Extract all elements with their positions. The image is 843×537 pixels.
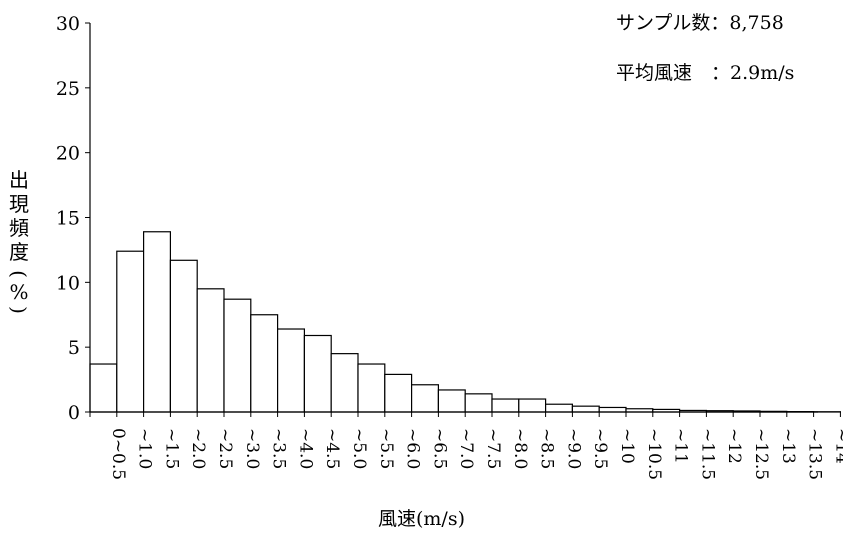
- y-tick-label: 5: [68, 337, 80, 359]
- bar-~5.0: [330, 353, 359, 413]
- bar-~1.0: [116, 250, 145, 413]
- x-tick-label: ~10: [617, 428, 637, 464]
- x-tick-label: ~2.0: [188, 428, 208, 469]
- y-tick-label: 10: [56, 272, 80, 294]
- bar-~7.0: [437, 389, 466, 413]
- y-axis-label-char: 出: [9, 168, 29, 192]
- y-axis-label-char: ): [7, 306, 31, 314]
- mean-wind-speed-label: 平均風速 ：2.9m/s: [616, 62, 795, 84]
- x-tick-label: ~14: [831, 428, 843, 464]
- bar-~6.5: [411, 384, 440, 413]
- x-tick-label: ~7.5: [483, 428, 503, 469]
- x-tick-label: ~4.5: [322, 428, 342, 469]
- x-tick-label: 0~0.5: [108, 428, 128, 480]
- bar-~4.0: [277, 328, 306, 413]
- bar-~7.5: [464, 393, 493, 413]
- y-tick-label: 0: [68, 402, 80, 424]
- sample-count-label: サンプル数：8,758: [616, 12, 784, 34]
- y-tick-label: 15: [56, 208, 80, 230]
- x-tick-label: ~5.0: [349, 428, 369, 469]
- bar-~1.5: [143, 231, 172, 413]
- x-tick-label: ~9.0: [563, 428, 583, 469]
- bars-group: [89, 231, 841, 413]
- x-tick-label: ~7.0: [456, 428, 476, 469]
- bar-~2.5: [196, 288, 225, 413]
- bar-0~0.5: [89, 363, 118, 413]
- x-tick-label: ~4.0: [295, 428, 315, 469]
- x-tick-label: ~10.5: [644, 428, 664, 480]
- x-tick-label: ~5.5: [376, 428, 396, 469]
- x-tick-label: ~8.0: [510, 428, 530, 469]
- x-tick-label: ~3.0: [242, 428, 262, 469]
- bar-~3.5: [250, 314, 279, 413]
- bar-~5.5: [357, 363, 386, 413]
- bar-~10: [598, 406, 627, 413]
- x-tick-label: ~8.5: [537, 428, 557, 469]
- x-tick-label: ~11: [671, 428, 691, 464]
- bar-~6.0: [384, 373, 413, 413]
- x-tick-label: ~12: [724, 428, 744, 464]
- y-tick-label: 20: [56, 143, 80, 165]
- bar-~9.5: [571, 405, 600, 413]
- x-tick-label: ~1.5: [161, 428, 181, 469]
- bar-~9.0: [544, 403, 573, 413]
- bar-~8.0: [491, 398, 520, 413]
- y-tick-label: 25: [56, 78, 80, 100]
- x-axis-ticks: 0~0.5 ~1.0 ~1.5 ~2.0 ~2.5 ~3.0 ~3.5 ~4.0 ~4.5 ~5.…: [89, 412, 843, 480]
- bar-~8.5: [518, 398, 547, 413]
- y-axis-ticks: 0 5 10 15 20 25 30: [56, 13, 90, 424]
- y-tick-label: 30: [56, 13, 80, 35]
- x-tick-label: ~13.5: [805, 428, 825, 480]
- x-tick-label: ~13: [778, 428, 798, 464]
- y-axis-label-char: %: [9, 280, 29, 304]
- x-tick-label: ~6.5: [429, 428, 449, 469]
- y-axis-label-char: 度: [9, 240, 29, 264]
- bar-~2.0: [169, 259, 198, 413]
- x-tick-label: ~9.5: [590, 428, 610, 469]
- x-tick-label: ~2.5: [215, 428, 235, 469]
- x-tick-label: ~6.0: [403, 428, 423, 469]
- y-axis-label-char: 頻: [9, 216, 29, 240]
- x-tick-label: ~3.5: [269, 428, 289, 469]
- x-tick-label: ~1.0: [135, 428, 155, 469]
- bar-~3.0: [223, 298, 252, 413]
- x-axis-label: 風速(m/s): [378, 508, 465, 530]
- x-tick-label: ~11.5: [697, 428, 717, 480]
- y-axis-label-char: 現: [9, 192, 29, 216]
- bar-~4.5: [303, 334, 332, 413]
- x-tick-label: ~12.5: [751, 428, 771, 480]
